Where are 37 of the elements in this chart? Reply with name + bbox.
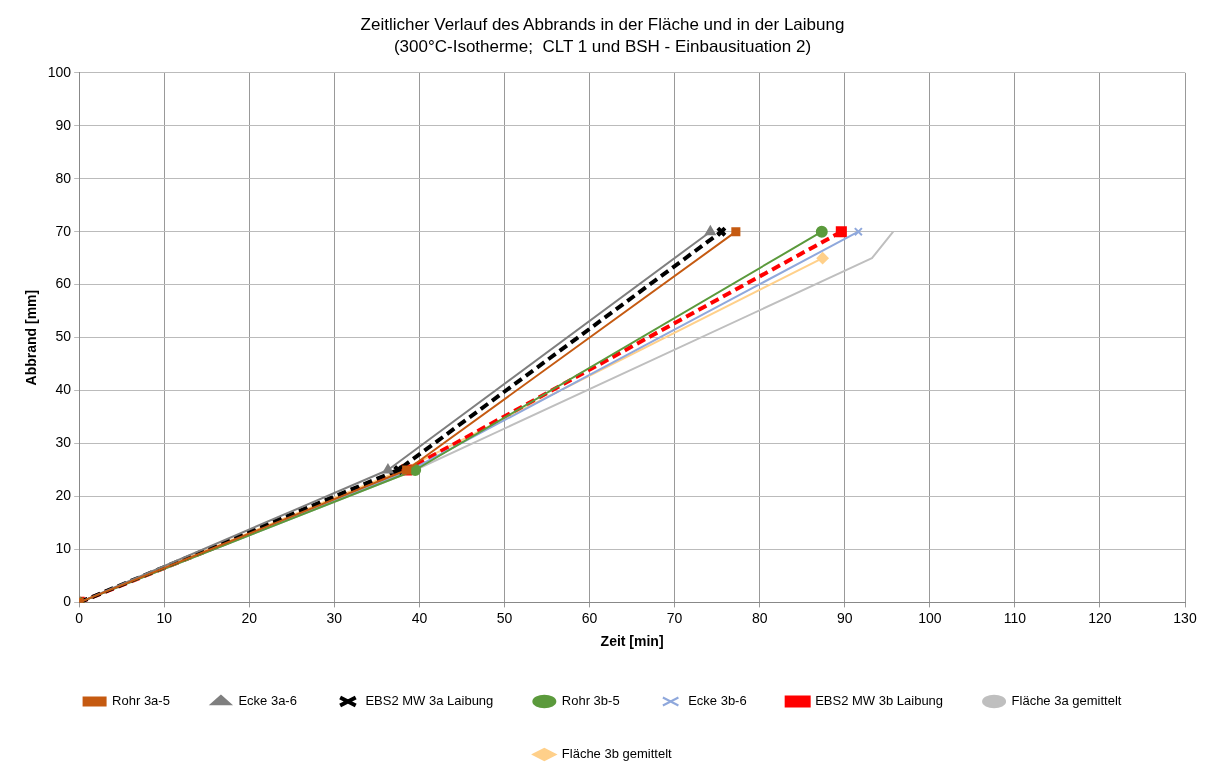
y-tick-label: 100	[47, 63, 72, 80]
x-tick-label: 50	[496, 609, 513, 626]
chart-title: Zeitlicher Verlauf des Abbrands in der Fläche und in der Laibung	[360, 14, 845, 34]
x-tick-label: 110	[1003, 609, 1027, 626]
x-tick-label: 100	[918, 609, 942, 626]
x-tick-label: 20	[241, 609, 258, 626]
y-tick-label: 80	[55, 169, 72, 186]
legend-label: Ecke 3b-6	[688, 693, 747, 709]
legend-label: Ecke 3a-6	[238, 693, 297, 709]
x-axis-title: Zeit [min]	[600, 633, 664, 650]
legend-label: Fläche 3b gemittelt	[561, 746, 673, 762]
legend-label: Rohr 3b-5	[561, 693, 620, 709]
chart-subtitle: (300°C-Isotherme; CLT 1 und BSH - Einbausituation 2)	[393, 37, 812, 57]
y-tick-label: 10	[55, 540, 72, 557]
y-tick-label: 20	[55, 487, 72, 504]
x-tick-label: 0	[75, 609, 84, 626]
x-tick-label: 70	[666, 609, 683, 626]
y-tick-label: 40	[55, 381, 72, 398]
y-tick-label: 70	[55, 222, 72, 239]
x-tick-label: 30	[326, 609, 343, 626]
x-tick-label: 40	[411, 609, 428, 626]
x-tick-label: 90	[836, 609, 853, 626]
y-tick-label: 30	[55, 434, 72, 451]
y-axis-title: Abbrand [mm]	[23, 289, 40, 386]
legend-label: Fläche 3a gemittelt	[1011, 693, 1122, 709]
legend-label: Rohr 3a-5	[112, 693, 170, 709]
y-tick-label: 60	[55, 275, 72, 292]
x-tick-label: 60	[581, 609, 598, 626]
legend-label: EBS2 MW 3a Laibung	[365, 693, 494, 709]
x-tick-label: 10	[156, 609, 173, 626]
legend-label: EBS2 MW 3b Laibung	[815, 693, 944, 709]
x-tick-label: 80	[751, 609, 768, 626]
x-tick-label: 130	[1173, 609, 1197, 626]
x-tick-label: 120	[1088, 609, 1112, 626]
y-tick-label: 50	[55, 328, 72, 345]
y-tick-label: 90	[55, 116, 72, 133]
y-tick-label: 0	[63, 593, 72, 610]
